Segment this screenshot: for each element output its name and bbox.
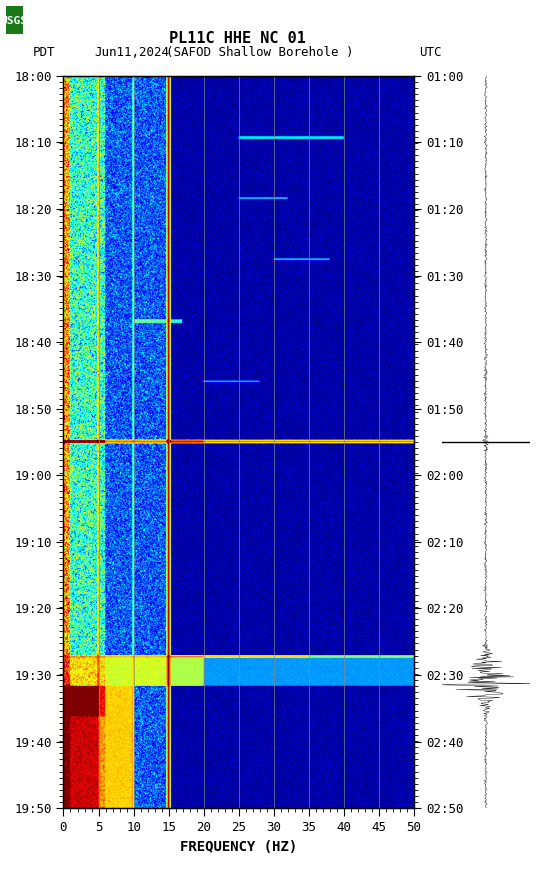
Text: Jun11,2024: Jun11,2024 bbox=[94, 46, 169, 60]
Text: PDT: PDT bbox=[33, 46, 56, 60]
Text: PL11C HHE NC 01: PL11C HHE NC 01 bbox=[169, 31, 306, 46]
X-axis label: FREQUENCY (HZ): FREQUENCY (HZ) bbox=[180, 840, 298, 854]
FancyBboxPatch shape bbox=[6, 6, 23, 34]
Text: USGS: USGS bbox=[1, 15, 28, 26]
Text: (SAFOD Shallow Borehole ): (SAFOD Shallow Borehole ) bbox=[166, 46, 353, 60]
Text: UTC: UTC bbox=[420, 46, 442, 60]
